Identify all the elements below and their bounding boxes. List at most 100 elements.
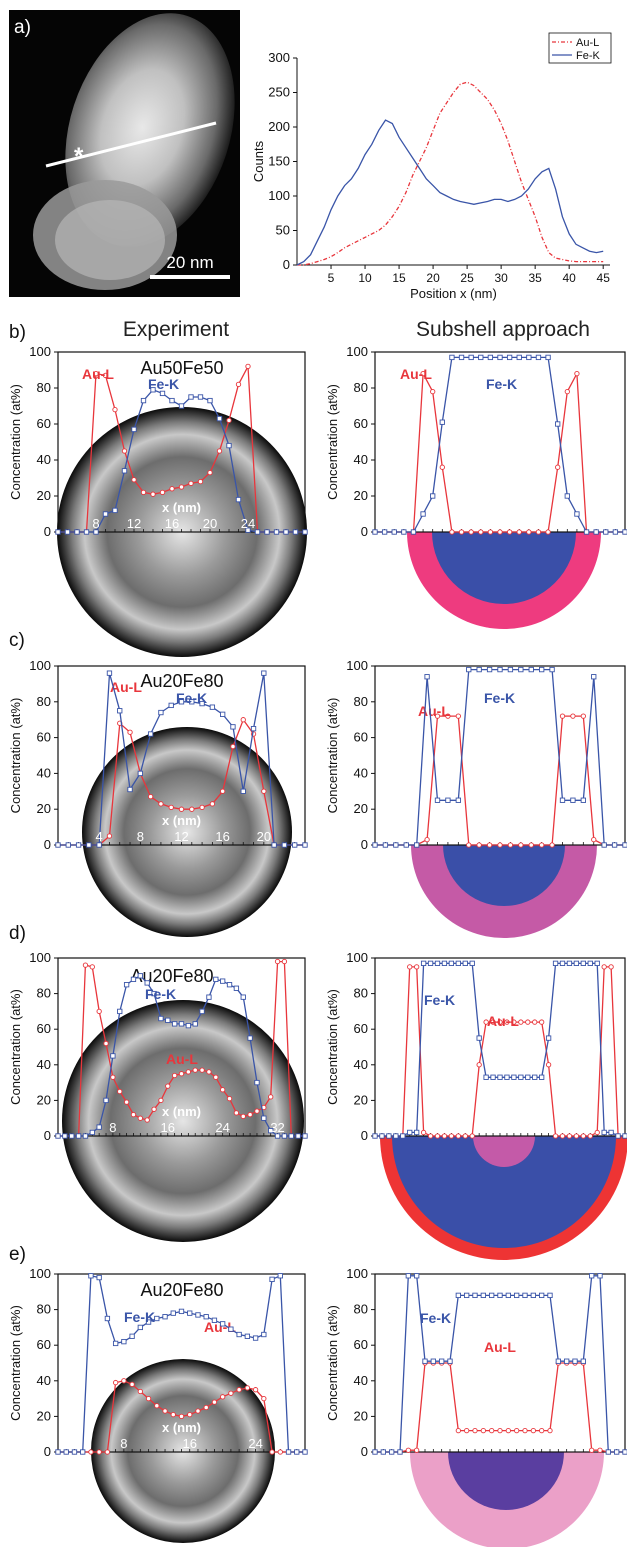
data-point-fe: [159, 390, 166, 397]
data-point-fe: [188, 394, 194, 400]
data-point-au: [154, 1403, 160, 1409]
series-label-fe-k: Fe-K: [484, 690, 515, 706]
data-point-au: [469, 1133, 475, 1139]
y-tick-label: 60: [354, 416, 368, 431]
composition-title-d: Au20Fe80: [130, 966, 213, 986]
data-point-fe: [403, 842, 409, 848]
data-point-au: [449, 529, 455, 535]
data-point-au: [587, 1133, 593, 1139]
data-point-fe: [277, 1273, 283, 1279]
y-tick-label: 40: [354, 1057, 368, 1072]
y-tick-label: 100: [29, 950, 51, 965]
x-tick-label: 20: [257, 829, 271, 844]
data-point-au: [580, 713, 586, 719]
y-tick-label: 100: [268, 188, 290, 203]
data-point-fe: [518, 666, 524, 673]
data-point-au: [448, 1133, 455, 1139]
y-tick-label: 0: [44, 1444, 51, 1459]
data-point-fe: [281, 1133, 288, 1139]
data-point-au: [127, 729, 133, 735]
data-point-au: [476, 842, 482, 848]
data-point-fe: [102, 511, 109, 517]
data-point-fe: [55, 1133, 61, 1139]
data-point-au: [106, 833, 113, 839]
data-point-au: [178, 1071, 185, 1077]
data-point-fe: [372, 842, 378, 848]
data-point-fe: [83, 529, 90, 535]
data-point-au: [123, 1099, 130, 1105]
y-tick-label: 20: [37, 801, 51, 816]
y-tick-label: 80: [354, 1302, 368, 1317]
data-point-fe: [171, 1021, 178, 1027]
scale-bar: [150, 275, 230, 279]
y-tick-label: 20: [354, 801, 368, 816]
composition-title-b: Au50Fe50: [140, 358, 223, 378]
data-point-au: [137, 1115, 143, 1121]
data-point-au: [112, 1379, 119, 1386]
data-point-fe: [261, 1331, 267, 1338]
y-axis-label: Concentration (at%): [325, 1305, 340, 1421]
series-label-fe-k: Fe-K: [145, 986, 176, 1002]
data-point-fe: [401, 529, 407, 535]
data-point-fe: [506, 354, 513, 361]
data-point-fe: [476, 666, 482, 673]
data-point-au: [545, 529, 551, 535]
data-point-fe: [504, 1074, 510, 1080]
data-point-fe: [233, 985, 240, 991]
data-point-au: [220, 1087, 226, 1093]
data-point-fe: [147, 731, 154, 737]
data-point-au: [472, 1427, 478, 1434]
data-point-fe: [530, 1292, 536, 1299]
series-line-au-l: [375, 1362, 625, 1453]
data-point-au: [518, 1019, 524, 1025]
data-point-fe: [389, 1449, 395, 1455]
y-tick-label: 80: [37, 1302, 51, 1317]
data-point-au: [468, 529, 474, 535]
y-tick-label: 0: [44, 1128, 51, 1143]
data-point-fe: [228, 1326, 234, 1332]
data-point-fe: [449, 354, 455, 361]
data-point-fe: [434, 960, 441, 966]
data-point-fe: [379, 1133, 385, 1139]
data-point-fe: [169, 397, 175, 404]
row-label-b: b): [9, 322, 26, 343]
y-tick-label: 100: [29, 658, 51, 673]
data-point-fe: [110, 1053, 116, 1059]
data-point-au: [601, 964, 607, 970]
data-point-fe: [511, 1074, 517, 1080]
data-point-fe: [294, 1449, 300, 1455]
series-line-fe-k: [375, 1275, 625, 1453]
data-point-fe: [252, 1335, 259, 1341]
data-point-fe: [410, 529, 417, 535]
header-subshell: Subshell approach: [416, 318, 590, 341]
plot-frame: [374, 1273, 626, 1453]
data-point-fe: [261, 1115, 267, 1121]
data-point-au: [589, 1447, 595, 1453]
legend-box: [548, 32, 612, 64]
y-tick-label: 60: [37, 1337, 51, 1352]
data-point-fe: [192, 1021, 198, 1027]
data-point-au: [252, 1387, 259, 1393]
chart-d-exp: 0 20 40 60 80 100 Concentration (at%) Au-L Fe-K 8…: [8, 950, 308, 1143]
data-point-au: [269, 1449, 275, 1455]
x-tick-label: 8: [92, 516, 99, 531]
data-point-au: [102, 372, 109, 379]
data-point-au: [240, 1113, 246, 1120]
data-point-fe: [605, 1449, 611, 1455]
data-point-fe: [106, 670, 113, 676]
data-point-au: [564, 388, 570, 395]
data-point-au: [254, 1108, 260, 1114]
data-point-fe: [468, 354, 474, 361]
data-point-au: [441, 1133, 448, 1139]
data-point-au: [476, 1062, 482, 1068]
series-line-fe-k: [375, 962, 625, 1137]
data-point-fe: [206, 994, 212, 1000]
series-label-au-l: Au-L: [487, 1013, 519, 1029]
y-tick-label: 100: [29, 1266, 51, 1281]
data-point-fe: [564, 493, 570, 499]
data-point-fe: [545, 1035, 552, 1041]
data-point-fe: [240, 994, 246, 1000]
y-tick-label: 0: [44, 837, 51, 852]
data-point-au: [145, 1395, 152, 1402]
